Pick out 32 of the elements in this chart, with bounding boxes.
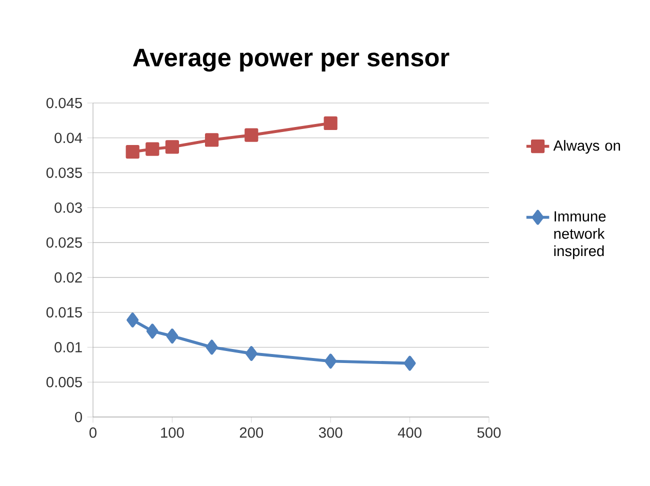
point xyxy=(204,133,219,147)
x-tick-label: 200 xyxy=(240,427,264,438)
legend-label: Immune network inspired xyxy=(554,211,606,260)
x-tick-label: 100 xyxy=(161,427,184,438)
point xyxy=(126,145,140,159)
y-tick-label: 0.035 xyxy=(46,168,82,178)
y-tick-label: 0.02 xyxy=(54,272,82,283)
y-tick-label: 0.01 xyxy=(54,342,82,352)
point xyxy=(324,116,338,130)
point xyxy=(206,340,218,355)
x-tick-label: 300 xyxy=(318,427,342,438)
y-tick-label: 0.04 xyxy=(54,132,82,144)
y-tick-label: 0 xyxy=(75,412,82,422)
point xyxy=(166,328,178,344)
chart-title: Average power per sensor xyxy=(132,48,450,72)
y-tick-label: 0.03 xyxy=(54,202,82,213)
x-tick-label: 400 xyxy=(398,427,422,438)
point xyxy=(324,354,337,369)
point xyxy=(126,312,139,328)
point xyxy=(146,324,158,339)
legend-label: Always on xyxy=(553,140,620,154)
point xyxy=(404,356,416,371)
y-tick-label: 0.015 xyxy=(46,307,82,318)
point xyxy=(245,346,258,361)
point xyxy=(244,128,258,142)
y-tick-label: 0.045 xyxy=(46,98,82,108)
point xyxy=(165,140,180,154)
y-tick-label: 0.005 xyxy=(46,376,82,388)
x-tick-label: 500 xyxy=(477,427,501,438)
y-tick-label: 0.025 xyxy=(46,237,82,248)
x-tick-label: 0 xyxy=(89,427,96,438)
point xyxy=(146,142,160,156)
